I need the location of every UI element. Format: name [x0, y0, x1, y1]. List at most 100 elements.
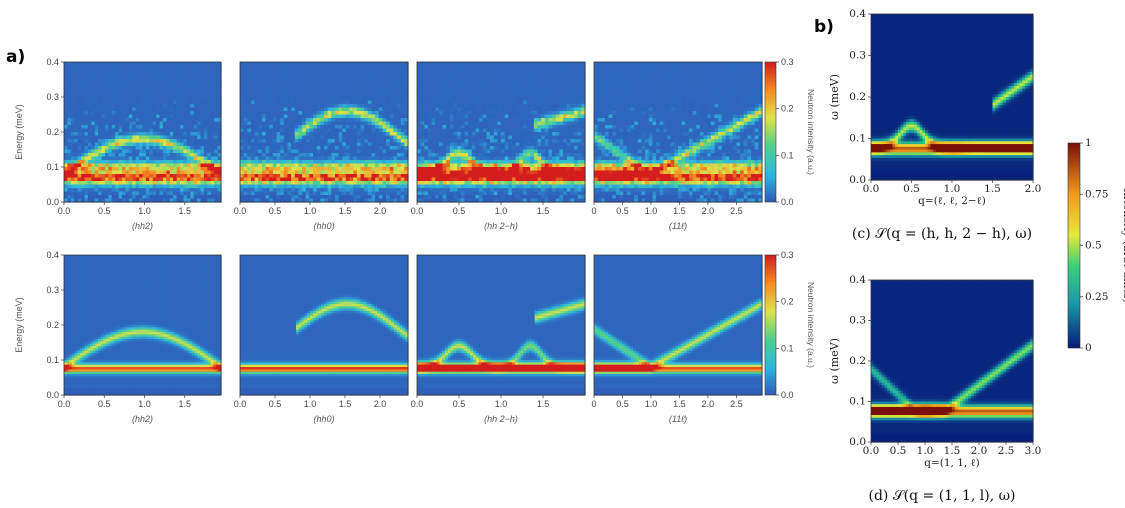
heat-cell	[309, 143, 313, 147]
heat-cell	[386, 171, 390, 175]
heat-cell	[84, 69, 88, 73]
heat-cell	[187, 104, 191, 108]
heat-cell	[201, 132, 205, 136]
heat-cell	[428, 139, 432, 143]
heat-cell	[160, 76, 164, 80]
heat-cell	[335, 195, 339, 199]
heat-cell	[78, 146, 82, 150]
heat-cell	[119, 122, 123, 126]
heat-cell	[516, 129, 520, 133]
heat-cell	[382, 118, 386, 122]
heat-cell	[207, 181, 211, 185]
heat-cell	[102, 80, 106, 84]
heat-cell	[382, 97, 386, 101]
heat-cell	[435, 122, 439, 126]
heat-cell	[313, 108, 317, 112]
heat-cell	[251, 174, 255, 178]
heat-cell	[382, 80, 386, 84]
heat-cell	[421, 192, 425, 196]
heat-cell	[183, 143, 187, 147]
heat-cell	[397, 104, 401, 108]
heat-cell	[91, 181, 95, 185]
heat-cell	[486, 122, 490, 126]
heat-cell	[266, 66, 270, 70]
heat-cell	[197, 143, 201, 147]
heat-cell	[262, 181, 266, 185]
heat-cell	[439, 195, 443, 199]
heat-cell	[129, 76, 133, 80]
heat-cell	[115, 160, 119, 164]
heat-cell	[508, 143, 512, 147]
heat-cell	[494, 101, 498, 105]
heat-cell	[67, 157, 71, 161]
heat-cell	[122, 150, 126, 154]
heat-cell	[119, 181, 123, 185]
heat-cell	[156, 66, 160, 70]
heat-cell	[328, 83, 332, 87]
heat-cell	[397, 94, 401, 98]
heat-cell	[468, 181, 472, 185]
heat-cell	[501, 73, 505, 77]
heat-cell	[353, 139, 357, 143]
heat-cell	[146, 160, 150, 164]
heat-cell	[375, 80, 379, 84]
heat-cell	[180, 195, 184, 199]
heat-cell	[530, 97, 534, 101]
heat-cell	[273, 188, 277, 192]
heat-cell	[247, 94, 251, 98]
heat-cell	[486, 160, 490, 164]
heat-cell	[512, 188, 516, 192]
heat-cell	[105, 132, 109, 136]
heat-cell	[494, 143, 498, 147]
heat-cell	[401, 115, 405, 119]
heat-cell	[108, 104, 112, 108]
heat-cell	[505, 76, 509, 80]
heat-cell	[350, 129, 354, 133]
heat-cell	[523, 125, 527, 129]
heat-cell	[67, 146, 71, 150]
heat-cell	[88, 146, 92, 150]
heat-cell	[177, 83, 181, 87]
heat-cell	[401, 167, 405, 171]
heat-cell	[160, 104, 164, 108]
heat-cell	[160, 73, 164, 77]
heat-cell	[287, 178, 291, 182]
heat-cell	[421, 66, 425, 70]
heat-cell	[479, 108, 483, 112]
heat-cell	[497, 69, 501, 73]
heat-cell	[71, 146, 75, 150]
heat-cell	[295, 122, 299, 126]
heat-cell	[295, 90, 299, 94]
heat-cell	[269, 125, 273, 129]
heat-cell	[328, 111, 332, 115]
heat-cell	[530, 167, 534, 171]
heat-cell	[95, 150, 99, 154]
heat-cell	[105, 66, 109, 70]
heat-cell	[108, 76, 112, 80]
heat-cell	[386, 97, 390, 101]
heat-cell	[483, 87, 487, 91]
heat-cell	[317, 195, 321, 199]
heat-cell	[95, 87, 99, 91]
heat-cell	[364, 122, 368, 126]
heat-cell	[386, 76, 390, 80]
heat-cell	[461, 104, 465, 108]
heat-cell	[291, 192, 295, 196]
heat-cell	[457, 146, 461, 150]
heat-cell	[177, 73, 181, 77]
heat-cell	[98, 181, 102, 185]
heat-cell	[119, 164, 123, 168]
heat-cell	[258, 62, 262, 66]
heat-cell	[428, 118, 432, 122]
heat-cell	[277, 66, 281, 70]
heat-cell	[479, 62, 483, 66]
heat-cell	[382, 164, 386, 168]
heat-cell	[454, 87, 458, 91]
heat-cell	[494, 125, 498, 129]
heat-cell	[112, 132, 116, 136]
heat-cell	[461, 108, 465, 112]
heat-cell	[519, 73, 523, 77]
heat-cell	[342, 87, 346, 91]
heat-cell	[342, 111, 346, 115]
heat-cell	[364, 83, 368, 87]
